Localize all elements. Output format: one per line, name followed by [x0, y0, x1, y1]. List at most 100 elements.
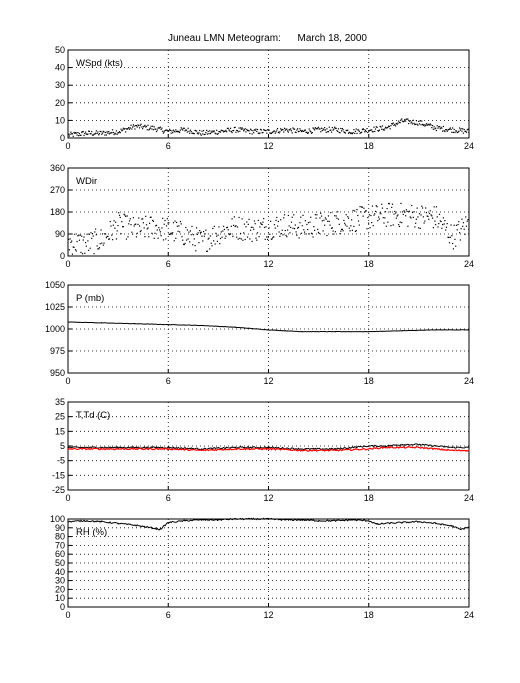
data-point: [348, 131, 350, 133]
data-point: [391, 203, 394, 205]
data-point: [175, 129, 177, 131]
data-point: [395, 122, 397, 125]
data-point: [351, 229, 353, 232]
data-point: [254, 223, 256, 225]
data-point: [148, 128, 151, 130]
data-point: [241, 127, 243, 129]
data-point: [191, 132, 193, 134]
data-point: [370, 129, 372, 131]
data-point: [149, 127, 151, 129]
data-point: [318, 520, 320, 522]
data-point: [449, 127, 451, 129]
data-point: [374, 213, 376, 215]
data-point: [114, 132, 116, 134]
data-point: [100, 131, 102, 133]
data-point: [246, 236, 249, 238]
data-point: [383, 129, 385, 132]
data-point: [327, 131, 330, 133]
data-point: [296, 234, 298, 236]
data-point: [269, 132, 271, 134]
data-point: [400, 202, 402, 204]
data-point: [82, 239, 84, 241]
data-point: [135, 125, 138, 127]
data-point: [378, 216, 380, 218]
data-point: [211, 245, 213, 247]
data-point: [229, 233, 231, 236]
y-tick-label: 1025: [45, 302, 65, 312]
data-point: [425, 211, 428, 214]
data-point: [313, 129, 316, 131]
data-point: [242, 239, 244, 241]
panel-1: 0 6 12 18 24 0 10 20 30 40 50 WSpd (kts): [55, 45, 474, 151]
data-point: [420, 214, 422, 216]
data-point: [145, 125, 148, 128]
data-point: [468, 446, 470, 449]
data-point: [209, 130, 211, 132]
data-point: [287, 214, 289, 217]
data-point: [118, 131, 121, 133]
data-point: [198, 132, 200, 134]
y-tick-label: 20: [55, 584, 65, 594]
data-point: [78, 135, 80, 137]
data-point: [368, 130, 370, 132]
data-point: [253, 129, 256, 131]
data-point: [205, 229, 207, 231]
x-tick-label: 18: [364, 259, 374, 269]
y-tick-label: 50: [55, 45, 65, 55]
data-point: [271, 238, 273, 240]
data-point: [138, 225, 141, 227]
data-point: [196, 233, 198, 236]
data-point: [222, 230, 224, 232]
data-point: [385, 127, 387, 129]
data-point: [242, 128, 244, 130]
data-point: [97, 248, 99, 250]
data-point: [123, 128, 125, 130]
data-point: [204, 133, 206, 135]
data-point: [435, 224, 437, 226]
data-point: [306, 223, 308, 226]
data-point: [391, 123, 393, 125]
data-point: [166, 129, 168, 131]
data-point: [179, 129, 182, 131]
data-point: [388, 203, 390, 205]
data-point: [320, 215, 323, 217]
data-point: [212, 227, 214, 230]
data-point: [372, 131, 374, 133]
data-point: [193, 133, 195, 135]
data-point: [108, 133, 111, 135]
data-point: [255, 128, 257, 130]
data-point: [127, 127, 129, 130]
data-point: [428, 124, 430, 126]
data-point: [316, 214, 318, 216]
data-point: [106, 131, 108, 133]
data-point: [337, 128, 340, 130]
data-point: [101, 132, 104, 134]
data-point: [179, 231, 181, 233]
data-point: [347, 132, 350, 134]
data-point: [446, 130, 448, 132]
data-point: [406, 210, 408, 212]
data-point: [448, 128, 450, 131]
data-point: [68, 135, 70, 137]
data-point: [226, 227, 228, 229]
data-point: [367, 131, 369, 134]
data-point: [417, 216, 419, 218]
data-point: [184, 242, 186, 245]
data-point: [236, 129, 238, 131]
data-point: [103, 242, 105, 244]
data-point: [293, 214, 295, 216]
data-point: [456, 131, 458, 134]
y-tick-label: 5: [60, 441, 65, 451]
data-point: [201, 324, 203, 327]
data-point: [347, 129, 349, 131]
data-point: [288, 225, 290, 227]
data-point: [279, 131, 281, 133]
data-point: [135, 124, 137, 127]
x-tick-label: 6: [166, 376, 171, 386]
data-point: [218, 130, 220, 133]
data-point: [223, 225, 225, 227]
data-point: [69, 133, 71, 135]
data-point: [394, 123, 396, 126]
data-point: [120, 128, 122, 130]
data-point: [318, 232, 320, 235]
